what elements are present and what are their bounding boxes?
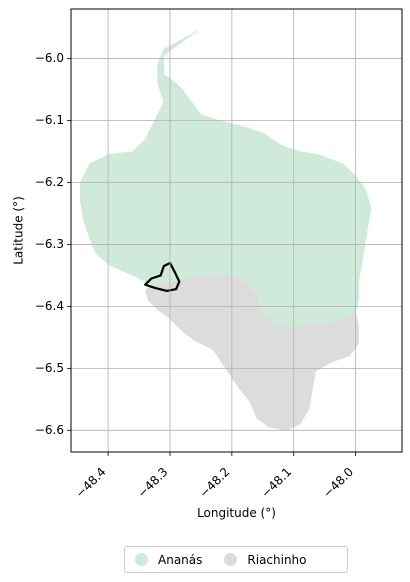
x-tick-label: −48.3 — [135, 465, 171, 501]
x-axis-label: Longitude (°) — [197, 506, 276, 520]
y-tick-label: −6.1 — [35, 113, 64, 127]
legend-item-riachinho: Riachinho — [224, 552, 307, 567]
legend-label-ananas: Ananás — [158, 552, 203, 567]
plot-frame — [70, 8, 403, 453]
legend-swatch-ananas — [135, 553, 148, 566]
y-tick-label: −6.4 — [35, 299, 64, 313]
outline-layer — [144, 261, 181, 292]
y-axis-label: Latitude (°) — [12, 196, 26, 265]
highlight-outline — [144, 261, 181, 292]
x-tick-label: −48.1 — [258, 465, 294, 501]
legend: Ananás Riachinho — [124, 546, 348, 573]
x-tick-label: −48.2 — [197, 465, 233, 501]
x-tick-label: −48.0 — [320, 465, 356, 501]
regions-layer — [80, 30, 372, 431]
map-chart: −48.4 −48.3 −48.2 −48.1 −48.0 −6.0 −6.1 −6.2 −6.… — [12, 8, 403, 520]
legend-swatch-riachinho — [224, 553, 238, 566]
y-tick-label: −6.3 — [35, 237, 64, 251]
y-tick-label: −6.5 — [35, 361, 64, 375]
y-tick-label: −6.6 — [35, 423, 64, 437]
grid-layer — [71, 9, 402, 452]
y-tick-label: −6.0 — [35, 51, 64, 65]
x-tick-label: −48.4 — [73, 465, 109, 501]
legend-item-ananas: Ananás — [135, 553, 202, 567]
legend-label-riachinho: Riachinho — [247, 552, 307, 567]
y-tick-label: −6.2 — [35, 175, 64, 189]
